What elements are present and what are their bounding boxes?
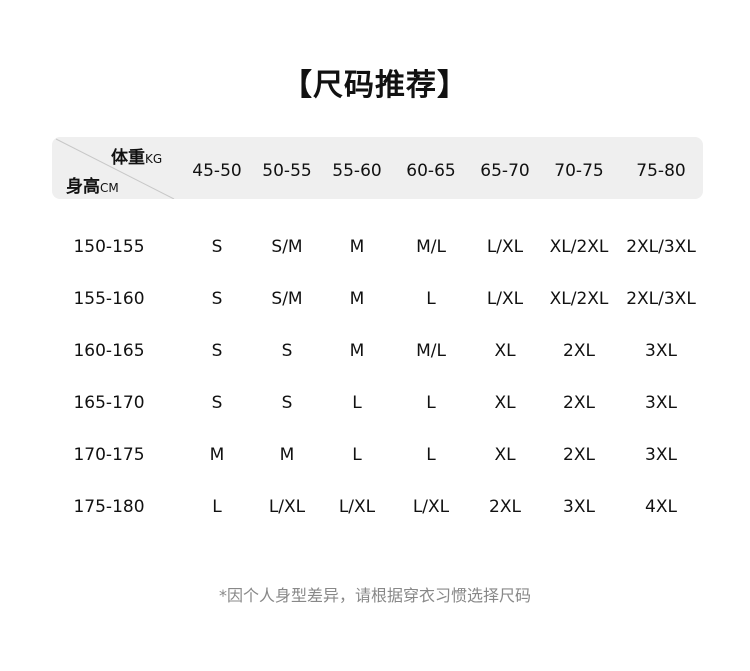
size-cell: M	[349, 237, 365, 257]
size-cell: S	[211, 341, 223, 361]
height-row-header: 170-175	[73, 445, 145, 465]
size-cell: M/L	[416, 237, 446, 257]
table-header	[52, 137, 703, 199]
weight-label: 体重KG	[111, 143, 162, 168]
size-cell: M	[349, 341, 365, 361]
size-cell: M/L	[416, 341, 446, 361]
size-cell: L/XL	[338, 497, 376, 517]
size-cell: XL/2XL	[549, 289, 609, 309]
size-cell: L	[352, 445, 362, 465]
size-cell: XL	[494, 445, 516, 465]
size-cell: L/XL	[486, 237, 524, 257]
size-cell: L	[352, 393, 362, 413]
size-cell: 2XL	[489, 497, 521, 517]
size-cell: 3XL	[645, 341, 677, 361]
size-cell: M	[209, 445, 225, 465]
height-row-header: 150-155	[73, 237, 145, 257]
height-label: 身高CM	[66, 172, 119, 197]
size-cell: 3XL	[645, 393, 677, 413]
size-cell: XL	[494, 341, 516, 361]
weight-unit: KG	[145, 152, 163, 166]
size-cell: S	[281, 341, 293, 361]
height-row-header: 155-160	[73, 289, 145, 309]
size-cell: M	[279, 445, 295, 465]
height-label-text: 身高	[66, 177, 100, 197]
weight-column-header: 65-70	[480, 161, 530, 181]
weight-column-header: 50-55	[262, 161, 312, 181]
height-unit: CM	[100, 181, 119, 195]
height-row-header: 165-170	[73, 393, 145, 413]
size-cell: M	[349, 289, 365, 309]
weight-column-header: 60-65	[406, 161, 456, 181]
footnote: *因个人身型差异，请根据穿衣习惯选择尺码	[218, 586, 531, 605]
size-cell: L/XL	[486, 289, 524, 309]
size-cell: 2XL	[563, 393, 595, 413]
weight-column-header: 75-80	[636, 161, 686, 181]
size-cell: XL	[494, 393, 516, 413]
height-row-header: 160-165	[73, 341, 145, 361]
size-cell: 2XL	[563, 341, 595, 361]
page-title: 【尺码推荐】	[282, 68, 468, 103]
size-cell: 2XL/3XL	[626, 237, 696, 257]
size-cell: 2XL	[563, 445, 595, 465]
size-cell: S	[211, 393, 223, 413]
size-cell: S/M	[271, 237, 303, 257]
weight-column-header: 55-60	[332, 161, 382, 181]
diagonal-divider	[55, 138, 175, 199]
size-cell: 4XL	[645, 497, 677, 517]
size-cell: L/XL	[268, 497, 306, 517]
size-cell: S	[211, 289, 223, 309]
size-cell: L	[426, 289, 436, 309]
size-cell: S/M	[271, 289, 303, 309]
weight-column-header: 70-75	[554, 161, 604, 181]
size-cell: 3XL	[563, 497, 595, 517]
size-cell: XL/2XL	[549, 237, 609, 257]
height-row-header: 175-180	[73, 497, 145, 517]
size-cell: S	[211, 237, 223, 257]
size-cell: L	[212, 497, 222, 517]
size-cell: L/XL	[412, 497, 450, 517]
weight-column-header: 45-50	[192, 161, 242, 181]
size-cell: S	[281, 393, 293, 413]
size-cell: 3XL	[645, 445, 677, 465]
size-cell: 2XL/3XL	[626, 289, 696, 309]
weight-label-text: 体重	[111, 148, 145, 168]
size-cell: L	[426, 393, 436, 413]
size-cell: L	[426, 445, 436, 465]
